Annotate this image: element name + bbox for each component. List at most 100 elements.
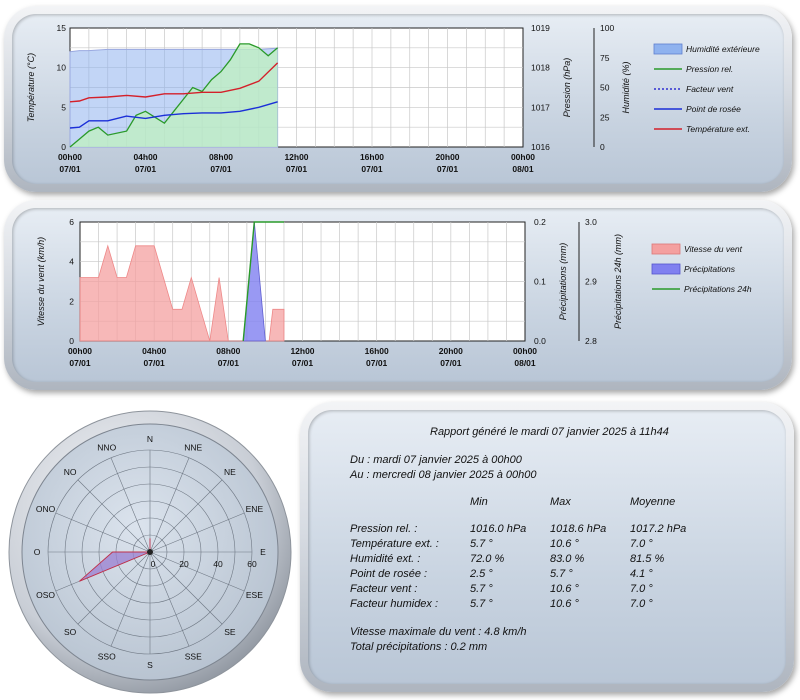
wind-rose-chart: N NNE NE ENE E ESE SE SSE S SSO SO OSO O ONO NO NNO 0 20 4…: [8, 410, 292, 694]
x-tick-label: 07/01: [218, 358, 240, 368]
wind-rose-spoke: [149, 551, 245, 592]
x-tick-label: 07/01: [440, 358, 462, 368]
wind-rain-chart: 00h00 07/01 04h00 07/01 08h00 07/01 12h00 07/01…: [36, 217, 752, 368]
direction-label: OSO: [36, 590, 55, 600]
wind-rose-spoke: [149, 551, 190, 647]
row-min: 5.7 °: [470, 598, 493, 610]
row-min: 5.7 °: [470, 583, 493, 595]
y-tick-label: 4: [69, 257, 74, 267]
y-tick-label: 50: [600, 83, 610, 93]
y-tick-label: 3.0: [585, 217, 597, 227]
y-tick-label: 6: [69, 217, 74, 227]
wind-rose-spoke: [149, 457, 190, 553]
direction-label: SSO: [98, 651, 116, 661]
y-tick-label: 0: [69, 336, 74, 346]
row-min: 5.7 °: [470, 538, 493, 550]
humidity-axis-label: Humidité (%): [621, 61, 631, 113]
x-tick-label: 12h00: [290, 346, 314, 356]
x-tick-label: 16h00: [365, 346, 389, 356]
wind-rose-spoke: [55, 512, 151, 553]
row-max: 5.7 °: [550, 568, 573, 580]
direction-label: SE: [224, 627, 236, 637]
x-tick-label: 08h00: [216, 346, 240, 356]
y-tick-label: 0.1: [534, 277, 546, 287]
temperature-line: [69, 62, 279, 103]
x-tick-label: 00h00: [513, 346, 537, 356]
direction-label: NNE: [184, 443, 202, 453]
direction-label: NO: [64, 467, 77, 477]
direction-label: S: [147, 660, 153, 670]
row-avg: 1017.2 hPa: [630, 523, 687, 535]
col-avg-header: Moyenne: [630, 496, 676, 508]
wind-axis-label: Vitesse du vent (km/h): [36, 237, 46, 326]
x-tick-label: 20h00: [439, 346, 463, 356]
row-label: Facteur vent :: [350, 583, 418, 595]
y-tick-label: 0.0: [534, 336, 546, 346]
legend-label: Vitesse du vent: [684, 244, 743, 254]
x-tick-label: 07/01: [366, 358, 388, 368]
y-tick-label: 1016: [531, 142, 550, 152]
row-min: 2.5 °: [470, 568, 493, 580]
row-label: Facteur humidex :: [350, 598, 439, 610]
y-tick-label: 0: [61, 142, 66, 152]
row-label: Humidité ext. :: [350, 553, 421, 565]
max-wind-text: Vitesse maximale du vent : 4.8 km/h: [350, 626, 527, 638]
wind-rose-spoke: [149, 479, 223, 553]
legend-label: Point de rosée: [686, 104, 741, 114]
temperature-axis-label: Température (°C): [26, 53, 36, 122]
col-max-header: Max: [550, 496, 571, 508]
legend-label: Précipitations: [684, 264, 736, 274]
row-max: 10.6 °: [550, 583, 579, 595]
y-tick-label: 100: [600, 23, 614, 33]
x-tick-label: 00h00: [68, 346, 92, 356]
wind-rose-panel: N NNE NE ENE E ESE SE SSE S SSO SO OSO O ONO NO NNO 0 20 4…: [6, 408, 294, 696]
legend-label: Humidité extérieure: [686, 44, 760, 54]
row-label: Pression rel. :: [350, 523, 418, 535]
row-avg: 7.0 °: [630, 583, 653, 595]
radial-tick-label: 40: [213, 559, 223, 569]
direction-label: NNO: [97, 443, 116, 453]
direction-label: O: [34, 547, 41, 557]
pressure-area: [70, 43, 278, 147]
wind-rose-spoke: [110, 551, 151, 647]
direction-label: ENE: [246, 504, 264, 514]
x-tick-label: 07/01: [361, 164, 383, 174]
rain24-line: [242, 221, 284, 342]
x-tick-label: 07/01: [59, 164, 81, 174]
x-tick-label: 20h00: [435, 152, 459, 162]
weather-chart: 00h00 07/01 04h00 07/01 08h00 07/01 12h00 07/01…: [26, 23, 760, 174]
dew-point-line: [69, 101, 278, 129]
report-from: Du : mardi 07 janvier 2025 à 00h00: [350, 454, 522, 466]
row-avg: 4.1 °: [630, 568, 653, 580]
x-tick-label: 07/01: [135, 164, 157, 174]
row-label: Température ext. :: [350, 538, 439, 550]
total-rain-text: Total précipitations : 0.2 mm: [350, 641, 488, 653]
y-tick-label: 10: [57, 63, 67, 73]
y-tick-label: 1017: [531, 102, 550, 112]
wind-rose-spoke: [110, 457, 151, 553]
report-content: Rapport généré le mardi 07 janvier 2025 …: [312, 414, 782, 680]
y-tick-label: 2: [69, 296, 74, 306]
y-tick-label: 1019: [531, 23, 550, 33]
pressure-axis-label: Pression (hPa): [562, 58, 572, 118]
row-max: 10.6 °: [550, 538, 579, 550]
col-min-header: Min: [470, 496, 488, 508]
y-tick-label: 2.9: [585, 277, 597, 287]
legend-swatch: [651, 263, 681, 275]
wind-rose-spoke: [149, 512, 245, 553]
pressure-line: [69, 43, 279, 148]
x-tick-label: 07/01: [286, 164, 308, 174]
direction-label: SSE: [185, 651, 202, 661]
row-max: 83.0 %: [550, 553, 585, 565]
wind-rain-chart-panel: 00h00 07/01 04h00 07/01 08h00 07/01 12h00 07/01…: [4, 200, 792, 390]
wind-speed-area: [79, 244, 285, 342]
row-max: 1018.6 hPa: [550, 523, 607, 535]
y-tick-label: 1018: [531, 63, 550, 73]
x-tick-label: 08h00: [209, 152, 233, 162]
wind-rose-spoke: [149, 551, 223, 625]
x-tick-label: 04h00: [133, 152, 157, 162]
x-tick-label: 07/01: [69, 358, 91, 368]
legend-label: Température ext.: [686, 124, 750, 134]
direction-label: ONO: [36, 504, 56, 514]
direction-label: E: [260, 547, 266, 557]
